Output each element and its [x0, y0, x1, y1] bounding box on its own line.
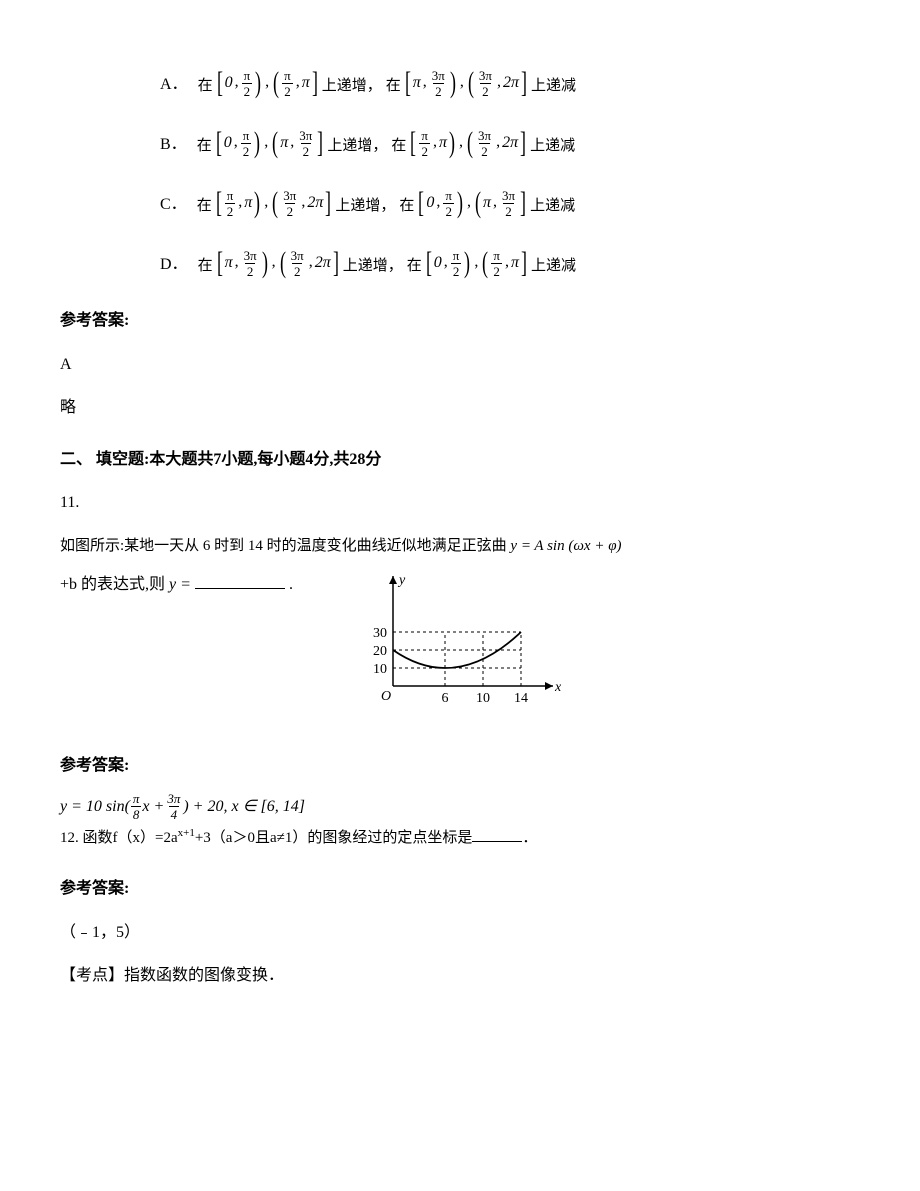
intervals-dec: [π,3π2),(3π2,2π]	[403, 68, 529, 100]
q11-blank	[195, 572, 285, 589]
intervals-dec: [0,π2),(π2,π]	[424, 248, 529, 280]
kaodian: 【考点】指数函数的图像变换．	[60, 963, 860, 989]
q11-row: +b 的表达式,则 y = . 10 20 30 6 10 14 y x O	[60, 568, 860, 727]
svg-text:x: x	[554, 680, 562, 695]
q11-number: 11.	[60, 490, 860, 516]
q12-stem: 12. 函数f（x）=2ax+1+3（a＞0且a≠1）的图象经过的定点坐标是 ．	[60, 825, 860, 850]
kaodian-label: 【考点】	[60, 967, 124, 984]
svg-text:30: 30	[373, 626, 387, 641]
svg-text:O: O	[381, 689, 391, 704]
option-label: B．	[160, 132, 187, 160]
q11-stem-b-prefix: +b 的表达式,则	[60, 576, 169, 593]
ans11-suffix: ) + 20, x ∈ [6, 14]	[183, 794, 305, 820]
q12-suffix: ．	[522, 830, 537, 846]
q11-chart: 10 20 30 6 10 14 y x O	[353, 568, 563, 727]
svg-text:10: 10	[476, 691, 490, 706]
svg-text:20: 20	[373, 644, 387, 659]
omitted-text: 略	[60, 395, 860, 421]
answer-10: A	[60, 352, 860, 378]
ref-answer-heading-3: 参考答案:	[60, 876, 860, 902]
option-C: C． 在 [π2,π),(3π2,2π] 上递增， 在 [0,π2),(π,3π…	[160, 188, 860, 220]
option-label: C．	[160, 192, 187, 220]
intervals-dec: [0,π2),(π,3π2]	[416, 188, 528, 220]
intervals-inc: [π,3π2),(3π2,2π]	[215, 248, 341, 280]
q12-exp: x+1	[178, 827, 195, 839]
svg-text:6: 6	[441, 691, 448, 706]
section-2-heading: 二、 填空题:本大题共7小题,每小题4分,共28分	[60, 447, 860, 473]
q11-stem-a: 如图所示:某地一天从 6 时到 14 时的温度变化曲线近似地满足正弦曲	[60, 538, 510, 554]
intervals-dec: [π2,π),(3π2,2π]	[408, 128, 528, 160]
ans11-frac1: π8	[131, 792, 142, 821]
q11-stem-b-suffix: .	[289, 576, 293, 593]
intervals-inc: [π2,π),(3π2,2π]	[214, 188, 334, 220]
intervals-inc: [0,π2),(π2,π]	[215, 68, 320, 100]
text-zai: 在	[198, 74, 213, 100]
q12-a: 12. 函数f（x）=2a	[60, 830, 178, 846]
ref-answer-heading: 参考答案:	[60, 308, 860, 334]
svg-text:y: y	[397, 573, 406, 588]
q11-stem-line1: 如图所示:某地一天从 6 时到 14 时的温度变化曲线近似地满足正弦曲 y = …	[60, 534, 860, 558]
ans11-frac2: 3π4	[165, 792, 182, 821]
ref-answer-heading-2: 参考答案:	[60, 753, 860, 779]
q11-y-eq: y =	[169, 576, 191, 593]
answer-11: y = 10 sin( π8 x + 3π4 ) + 20, x ∈ [6, 1…	[60, 792, 860, 821]
ans11-prefix: y = 10 sin(	[60, 794, 130, 820]
svg-text:14: 14	[514, 691, 528, 706]
q12-b: +3（a＞0且a≠1）的图象经过的定点坐标是	[195, 830, 473, 846]
option-D: D． 在 [π,3π2),(3π2,2π] 上递增， 在 [0,π2),(π2,…	[160, 248, 860, 280]
chart-svg: 10 20 30 6 10 14 y x O	[353, 568, 563, 718]
text-zai2: 在	[386, 74, 401, 100]
intervals-inc: [0,π2),(π,3π2]	[214, 128, 326, 160]
q11-formula: y = A sin (ωx + φ)	[510, 538, 621, 554]
text-dec: 上递减	[531, 74, 576, 100]
text-inc: 上递增，	[322, 74, 382, 100]
q12-blank	[472, 826, 522, 842]
answer-12: （﹣1，5）	[60, 920, 860, 946]
kaodian-text: 指数函数的图像变换．	[124, 967, 284, 984]
svg-text:10: 10	[373, 662, 387, 677]
option-B: B． 在 [0,π2),(π,3π2] 上递增， 在 [π2,π),(3π2,2…	[160, 128, 860, 160]
option-label: A．	[160, 72, 188, 100]
ans11-mid: x +	[142, 794, 164, 820]
option-A: A． 在 [0,π2),(π2,π] 上递增， 在 [π,3π2),(3π2,2…	[160, 68, 860, 100]
option-label: D．	[160, 252, 188, 280]
q11-stem-line2: +b 的表达式,则 y = .	[60, 568, 293, 598]
